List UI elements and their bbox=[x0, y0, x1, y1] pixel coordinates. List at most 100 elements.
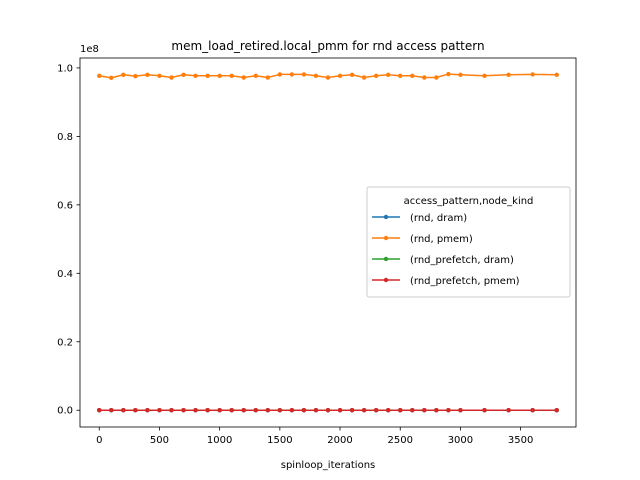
data-point bbox=[193, 408, 198, 413]
data-point bbox=[157, 73, 162, 78]
data-point bbox=[482, 73, 487, 78]
data-point bbox=[121, 408, 126, 413]
legend-label: (rnd, dram) bbox=[410, 213, 467, 224]
data-point bbox=[398, 408, 403, 413]
data-point bbox=[229, 408, 234, 413]
y-tick-label: 0.0 bbox=[57, 406, 73, 417]
x-tick-label: 3500 bbox=[508, 435, 533, 446]
data-point bbox=[422, 75, 427, 80]
data-point bbox=[217, 73, 222, 78]
data-point bbox=[458, 72, 463, 77]
data-point bbox=[422, 408, 427, 413]
data-point bbox=[325, 75, 331, 80]
plot-area bbox=[79, 57, 577, 428]
x-tick-label: 1000 bbox=[207, 435, 232, 446]
data-point bbox=[506, 72, 511, 77]
data-point bbox=[313, 408, 319, 413]
data-point bbox=[265, 408, 271, 413]
data-point bbox=[241, 408, 246, 413]
data-point bbox=[385, 408, 391, 413]
data-point bbox=[265, 75, 271, 80]
data-point bbox=[181, 72, 186, 77]
data-point bbox=[289, 72, 295, 77]
data-point bbox=[205, 73, 210, 78]
series-layer bbox=[97, 71, 559, 413]
data-point bbox=[145, 72, 150, 77]
data-point bbox=[217, 408, 222, 413]
data-point bbox=[301, 72, 307, 77]
data-point bbox=[169, 75, 174, 80]
y-axis: 0.0 0.2 0.4 0.6 0.8 1.0 bbox=[57, 63, 80, 417]
legend-swatch-marker bbox=[383, 277, 389, 283]
legend-entry: (rnd_prefetch, dram) bbox=[372, 255, 514, 266]
data-point bbox=[554, 408, 559, 413]
data-point bbox=[181, 408, 186, 413]
data-point bbox=[446, 408, 451, 413]
data-point bbox=[205, 408, 210, 413]
data-point bbox=[530, 408, 535, 413]
legend-swatch-marker bbox=[383, 235, 389, 241]
data-point bbox=[337, 408, 343, 413]
x-axis-label: spinloop_iterations bbox=[281, 460, 376, 471]
data-point bbox=[385, 72, 391, 77]
x-tick-label: 3000 bbox=[448, 435, 473, 446]
data-point bbox=[97, 73, 102, 78]
chart-title: mem_load_retired.local_pmm for rnd acces… bbox=[171, 39, 484, 53]
data-point bbox=[289, 408, 295, 413]
legend-title: access_pattern,node_kind bbox=[404, 196, 534, 207]
x-tick-label: 1500 bbox=[267, 435, 292, 446]
data-point bbox=[121, 72, 126, 77]
legend-label: (rnd_prefetch, dram) bbox=[410, 255, 514, 266]
data-point bbox=[446, 71, 451, 77]
data-point bbox=[253, 408, 258, 413]
data-point bbox=[530, 72, 535, 77]
data-point bbox=[133, 73, 138, 79]
legend-label: (rnd, pmem) bbox=[410, 234, 473, 245]
data-point bbox=[361, 75, 367, 80]
data-point bbox=[325, 408, 331, 413]
series-rnd-prefetch-pmem bbox=[97, 408, 559, 413]
legend-label: (rnd_prefetch, pmem) bbox=[410, 276, 520, 287]
data-point bbox=[554, 72, 559, 77]
data-point bbox=[277, 72, 283, 77]
data-point bbox=[97, 408, 102, 413]
data-point bbox=[398, 73, 403, 78]
data-point bbox=[361, 408, 367, 413]
data-point bbox=[145, 408, 150, 413]
data-point bbox=[349, 72, 355, 77]
data-point bbox=[109, 408, 114, 413]
y-tick-label: 0.2 bbox=[57, 337, 73, 348]
data-point bbox=[349, 408, 355, 413]
y-tick-label: 0.4 bbox=[57, 269, 73, 280]
data-point bbox=[157, 408, 162, 413]
legend-entry: (rnd, pmem) bbox=[372, 234, 473, 245]
data-point bbox=[229, 73, 234, 78]
x-tick-label: 0 bbox=[96, 435, 102, 446]
data-point bbox=[133, 408, 138, 413]
data-point bbox=[301, 408, 307, 413]
legend-swatch-marker bbox=[383, 214, 389, 220]
series-rnd-pmem bbox=[97, 71, 559, 81]
data-point bbox=[253, 73, 258, 78]
legend: access_pattern,node_kind (rnd, dram) (rnd… bbox=[366, 186, 571, 298]
data-point bbox=[109, 75, 114, 81]
data-point bbox=[193, 73, 198, 78]
data-point bbox=[241, 75, 246, 80]
data-point bbox=[482, 408, 487, 413]
data-point bbox=[506, 408, 511, 413]
data-point bbox=[169, 408, 174, 413]
data-point bbox=[434, 408, 439, 413]
y-tick-label: 1.0 bbox=[57, 63, 73, 74]
data-point bbox=[410, 408, 415, 413]
data-point bbox=[373, 73, 379, 78]
x-axis: 0 500 1000 1500 2000 2500 3000 3500 bbox=[96, 427, 533, 446]
data-point bbox=[277, 408, 283, 413]
data-point bbox=[434, 75, 439, 80]
data-point bbox=[458, 408, 463, 413]
x-tick-label: 2500 bbox=[388, 435, 413, 446]
data-point bbox=[337, 73, 343, 78]
legend-entry: (rnd_prefetch, pmem) bbox=[372, 276, 520, 287]
y-tick-label: 0.8 bbox=[57, 132, 73, 143]
legend-entry: (rnd, dram) bbox=[372, 213, 467, 224]
